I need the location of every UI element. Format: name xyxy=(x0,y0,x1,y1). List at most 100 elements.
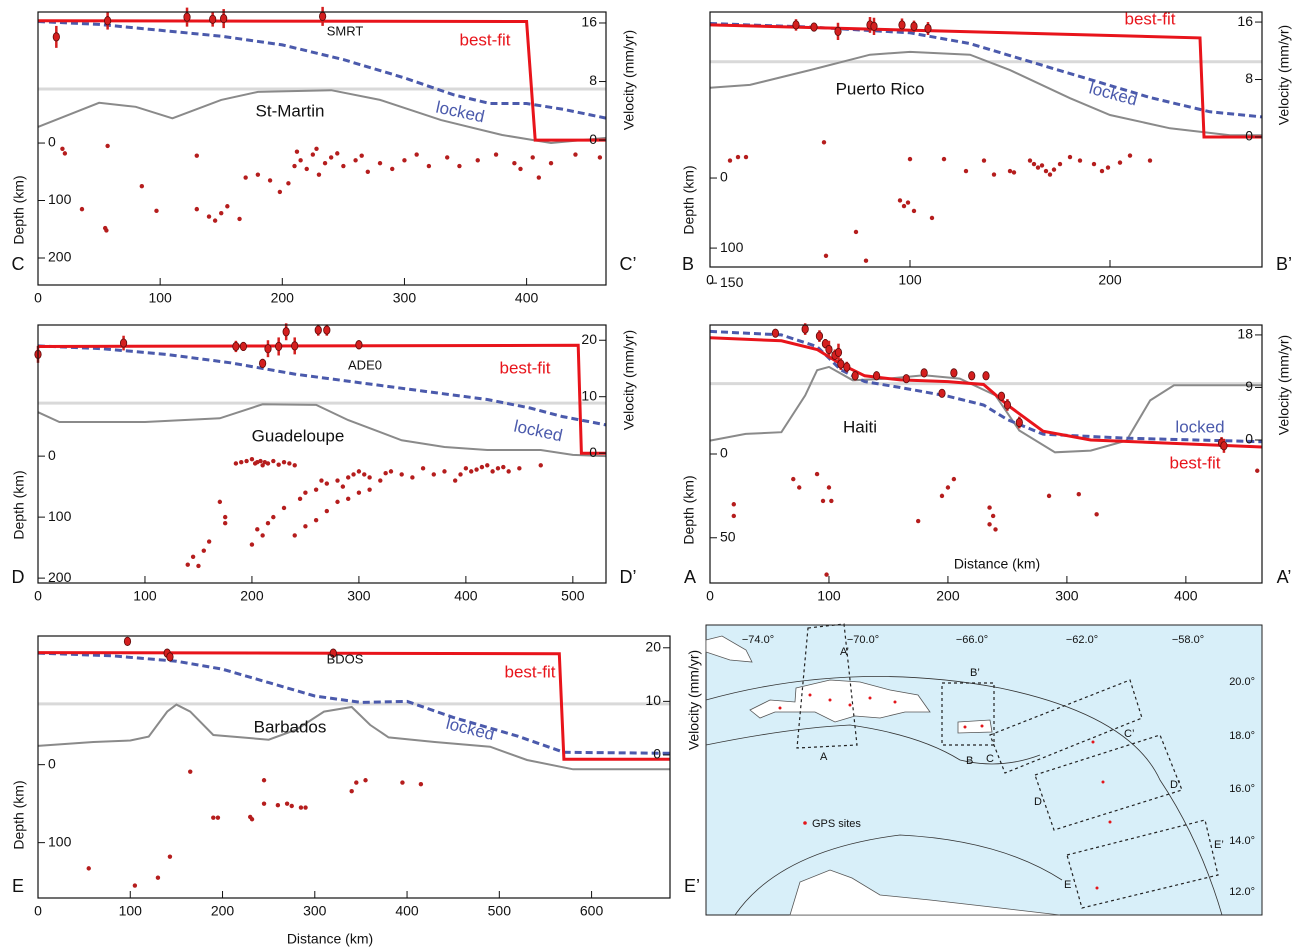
series-line xyxy=(709,336,1263,449)
earthquake xyxy=(826,485,832,490)
earthquake xyxy=(167,854,173,859)
earthquake xyxy=(104,228,109,233)
earthquake xyxy=(356,490,362,495)
gps-point xyxy=(1015,417,1023,428)
y2-tick-label: 100 xyxy=(48,833,72,849)
earthquake xyxy=(281,460,287,465)
earthquake xyxy=(1035,165,1041,170)
earthquake xyxy=(518,166,523,172)
gps-point xyxy=(275,341,283,352)
gps-point xyxy=(910,21,918,31)
series-line xyxy=(37,651,671,755)
earthquake xyxy=(206,539,212,544)
earthquake xyxy=(322,160,328,166)
earthquake xyxy=(929,215,935,221)
earthquake xyxy=(139,183,145,189)
plot-frame xyxy=(37,635,671,899)
earthquake xyxy=(445,155,450,160)
profile-end-label: E xyxy=(12,876,24,896)
earthquake xyxy=(292,163,297,169)
earthquake xyxy=(233,461,239,466)
legend-label: best-fit xyxy=(1124,9,1175,28)
box-label: D’ xyxy=(1170,779,1180,791)
earthquake xyxy=(493,152,499,157)
y2-axis-label: Depth (km) xyxy=(681,165,697,234)
cuba xyxy=(705,635,753,663)
profile-end-label: B’ xyxy=(1276,254,1292,274)
x-tick-label: 400 xyxy=(515,290,539,306)
earthquake xyxy=(249,456,255,462)
earthquake xyxy=(60,146,65,151)
x-tick-label: 400 xyxy=(1174,588,1198,604)
y2-tick-label: 200 xyxy=(48,569,72,585)
earthquake xyxy=(265,461,271,466)
y2-tick-label: 100 xyxy=(48,508,72,524)
earthquake xyxy=(420,466,426,471)
earthquake xyxy=(418,781,424,787)
earthquake xyxy=(823,253,829,258)
lat-label: 14.0° xyxy=(1229,835,1255,847)
y-tick-label: 8 xyxy=(1245,70,1253,86)
lon-label: −66.0° xyxy=(956,634,988,646)
earthquake xyxy=(1105,165,1111,170)
gps-site xyxy=(848,703,852,707)
earthquake xyxy=(506,469,511,474)
earthquake xyxy=(1047,172,1053,177)
earthquake xyxy=(356,469,362,474)
earthquake xyxy=(255,527,260,532)
lat-label: 12.0° xyxy=(1229,886,1255,898)
earthquake xyxy=(981,158,987,163)
x-tick-label: 0 xyxy=(34,290,42,306)
gps-site xyxy=(868,696,872,700)
profile-title: Barbados xyxy=(254,717,327,736)
legend-label: best-fit xyxy=(459,30,510,49)
earthquake xyxy=(367,475,372,480)
earthquake xyxy=(303,805,308,810)
earthquake xyxy=(863,258,869,263)
earthquake xyxy=(303,524,308,529)
x-tick-label: 200 xyxy=(936,588,960,604)
plot-frame xyxy=(709,11,1263,268)
y-tick-label: 10 xyxy=(581,387,597,403)
box-label: A’ xyxy=(840,646,849,658)
earthquake xyxy=(196,563,201,569)
earthquake xyxy=(426,163,432,169)
x-axis-label: Distance (km) xyxy=(954,556,1040,572)
earthquake xyxy=(512,160,517,166)
earthquake xyxy=(400,780,405,785)
y2-tick-label: 0 xyxy=(48,447,56,463)
earthquake xyxy=(206,214,212,219)
earthquake xyxy=(1127,153,1133,158)
box-label: D xyxy=(1034,796,1042,808)
earthquake xyxy=(267,178,273,183)
profile-end-label: A’ xyxy=(1277,567,1292,587)
earthquake xyxy=(367,487,372,492)
earthquake xyxy=(987,522,992,527)
earthquake xyxy=(190,554,196,559)
earthquake xyxy=(993,527,998,532)
gps-point xyxy=(851,371,859,381)
earthquake xyxy=(258,458,263,464)
earthquake xyxy=(399,472,404,477)
earthquake xyxy=(1117,160,1123,165)
gps-point xyxy=(1220,441,1228,451)
x-tick-label: 0 xyxy=(34,588,42,604)
earthquake xyxy=(573,152,578,157)
earthquake xyxy=(215,815,221,820)
profile-title: Haiti xyxy=(843,417,877,436)
x-tick-label: 0 xyxy=(706,272,714,288)
earthquake xyxy=(820,498,826,504)
earthquake xyxy=(286,181,291,186)
series-line xyxy=(37,20,607,120)
x-tick-label: 200 xyxy=(211,903,235,919)
earthquake xyxy=(303,490,308,495)
earthquake xyxy=(963,168,969,174)
profile-title: Puerto Rico xyxy=(836,79,925,98)
earthquake xyxy=(346,475,351,480)
fault xyxy=(734,834,1063,916)
earthquake xyxy=(349,788,354,794)
x-tick-label: 300 xyxy=(393,290,417,306)
y2-axis-label: Depth (km) xyxy=(681,475,697,544)
earthquake xyxy=(431,472,436,477)
earthquake xyxy=(362,472,367,477)
